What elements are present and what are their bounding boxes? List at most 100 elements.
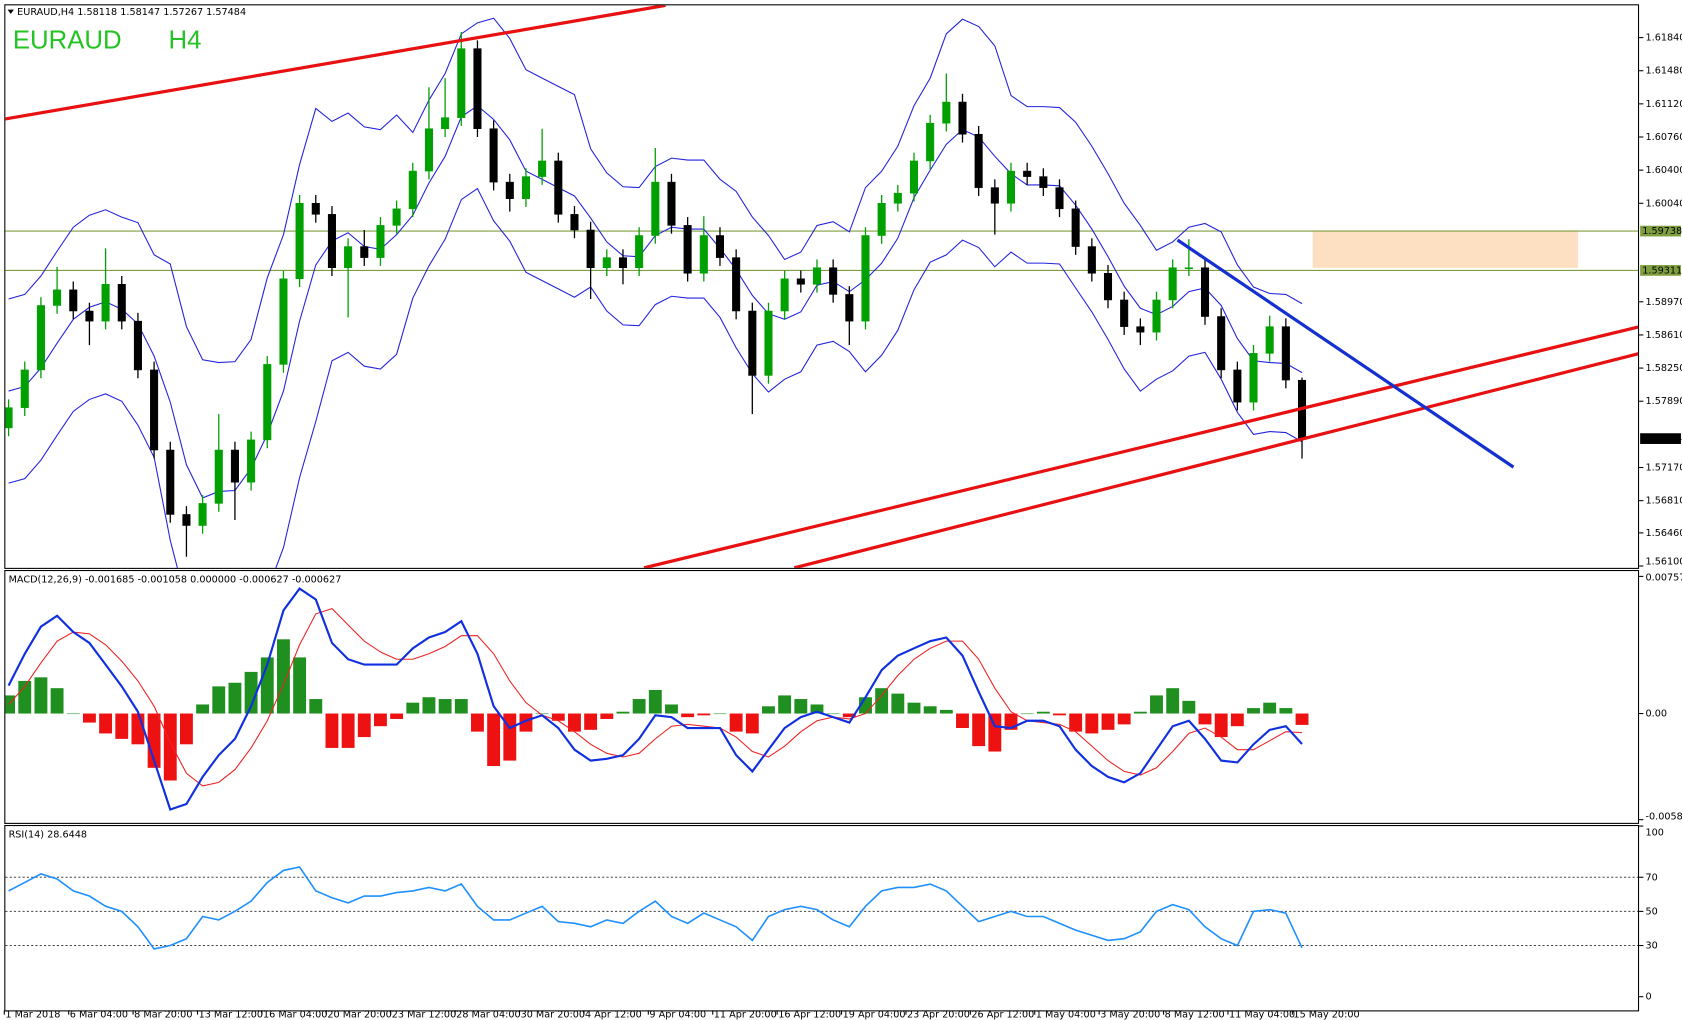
candle-body bbox=[845, 294, 854, 322]
candle-body bbox=[1006, 170, 1016, 204]
x-tick-label: 23 Apr 20:00 bbox=[907, 1010, 970, 1020]
histogram-bar bbox=[1263, 702, 1277, 714]
candle-body bbox=[958, 101, 967, 135]
x-tick-label: 19 Apr 04:00 bbox=[843, 1010, 906, 1020]
histogram-bar bbox=[1198, 713, 1212, 725]
x-tick-label: 9 Apr 04:00 bbox=[649, 1010, 706, 1020]
timeframe: H4 bbox=[169, 27, 202, 55]
candle-body bbox=[651, 181, 660, 236]
level-tag bbox=[1640, 265, 1681, 276]
histogram-bar bbox=[1295, 713, 1309, 725]
x-tick-label: 4 Apr 12:00 bbox=[585, 1010, 642, 1020]
x-tick-label: 6 Mar 04:00 bbox=[70, 1010, 128, 1020]
y-tick-label: 1.56810 bbox=[1646, 496, 1682, 507]
candle-body bbox=[1071, 208, 1080, 247]
histogram-bar bbox=[293, 657, 307, 714]
y-tick-label: 0 bbox=[1646, 992, 1652, 1003]
histogram-bar bbox=[584, 713, 598, 730]
candle-body bbox=[1217, 316, 1226, 371]
x-tick-label: 30 Mar 20:00 bbox=[521, 1010, 585, 1020]
candle-body bbox=[344, 246, 353, 269]
macd-pane bbox=[5, 587, 1309, 811]
histogram-bar bbox=[1101, 713, 1115, 730]
candle-body bbox=[635, 235, 644, 269]
candle-body bbox=[974, 133, 983, 188]
histogram-bar bbox=[212, 686, 226, 714]
histogram-bar bbox=[5, 695, 16, 714]
histogram-bar bbox=[972, 713, 986, 747]
candle-body bbox=[166, 449, 175, 515]
price-tag bbox=[1640, 433, 1681, 444]
histogram-bar bbox=[244, 671, 258, 714]
histogram-bar bbox=[454, 699, 468, 714]
histogram-bar bbox=[600, 713, 614, 719]
candle-body bbox=[554, 160, 563, 215]
candle-body bbox=[861, 235, 870, 322]
candle-body bbox=[764, 310, 773, 376]
histogram-bar bbox=[1133, 711, 1147, 714]
candle-body bbox=[699, 235, 708, 274]
candle-body bbox=[715, 235, 725, 258]
x-tick-label: 1 May 04:00 bbox=[1036, 1010, 1096, 1020]
trendline bbox=[643, 325, 1640, 568]
histogram-bar bbox=[616, 711, 630, 714]
macd-line bbox=[7, 587, 1303, 811]
trendline bbox=[5, 5, 666, 121]
histogram-bar bbox=[163, 713, 177, 781]
candle-body bbox=[295, 203, 304, 280]
candle-body bbox=[150, 369, 159, 451]
histogram-bar bbox=[1247, 708, 1260, 714]
x-tick-label: 11 May 04:00 bbox=[1229, 1010, 1295, 1020]
histogram-bar bbox=[778, 695, 792, 714]
candle-body bbox=[829, 267, 838, 295]
bollinger-lower bbox=[8, 187, 1303, 568]
drawings-under bbox=[5, 230, 1640, 271]
candle-body bbox=[69, 289, 78, 312]
axes: 1 Mar 2018 6 Mar 04:00 8 Mar 20:00 13 Mar 1… bbox=[3, 33, 1682, 1020]
y-tick-label: 1.60760 bbox=[1646, 132, 1682, 143]
histogram-bar bbox=[568, 713, 581, 732]
histogram-bar bbox=[50, 688, 64, 714]
histogram-bar bbox=[66, 713, 80, 715]
candle-body bbox=[926, 122, 935, 162]
histogram-bar bbox=[697, 713, 711, 716]
candle-body bbox=[586, 229, 595, 269]
macd-header: MACD(12,26,9) -0.001685 -0.001058 0.0000… bbox=[9, 575, 342, 586]
x-tick-label: 3 May 20:00 bbox=[1100, 1010, 1160, 1020]
price-pane bbox=[5, 17, 1307, 568]
candle-body bbox=[311, 203, 320, 215]
histogram-bar bbox=[1069, 713, 1083, 732]
menu-arrow[interactable] bbox=[7, 9, 14, 14]
y-tick-label: 1.57170 bbox=[1646, 463, 1682, 474]
x-tick-label: 13 Mar 12:00 bbox=[199, 1010, 263, 1020]
histogram-bar bbox=[1085, 713, 1099, 734]
trendlines bbox=[5, 5, 1640, 568]
candle-body bbox=[812, 267, 822, 285]
candle-body bbox=[279, 278, 288, 365]
candle-body bbox=[5, 407, 13, 429]
candle-body bbox=[748, 310, 757, 376]
candle-body bbox=[796, 278, 805, 285]
candle-body bbox=[1152, 299, 1161, 333]
candle-body bbox=[1023, 170, 1032, 177]
candle-body bbox=[214, 449, 223, 504]
histogram-bar bbox=[309, 699, 323, 714]
chart-header: EURAUD,H4 1.58118 1.58147 1.57267 1.5748… bbox=[17, 7, 246, 18]
y-tick-label: 0.00 bbox=[1646, 709, 1667, 720]
rsi-pane bbox=[5, 866, 1640, 950]
y-tick-label: 1.61840 bbox=[1646, 33, 1682, 44]
candle-body bbox=[1039, 176, 1048, 188]
y-tick-label: 1.61480 bbox=[1646, 66, 1682, 77]
candle-body bbox=[877, 203, 886, 236]
x-tick-label: 26 Apr 12:00 bbox=[971, 1010, 1034, 1020]
candle-body bbox=[20, 369, 29, 408]
histogram-bar bbox=[1036, 711, 1050, 714]
y-tick-label: 1.61120 bbox=[1646, 99, 1682, 110]
candle-body bbox=[505, 181, 514, 199]
candle-body bbox=[117, 284, 126, 322]
level-label: 1.59311 bbox=[1642, 265, 1682, 276]
histogram-bar bbox=[665, 704, 678, 714]
y-tick-label: 1.58250 bbox=[1646, 363, 1682, 374]
